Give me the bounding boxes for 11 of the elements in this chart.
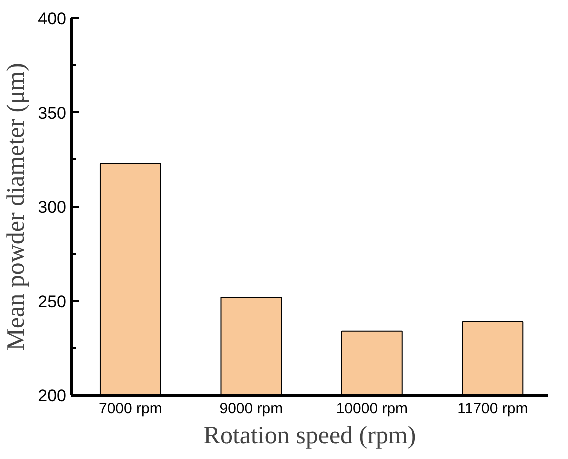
y-tick-label: 200 <box>38 386 67 406</box>
x-tick-label: 9000 rpm <box>220 400 284 418</box>
y-tick-label: 300 <box>38 198 67 217</box>
x-tick-label: 10000 rpm <box>336 400 408 418</box>
y-tick-label: 400 <box>38 10 67 28</box>
x-axis-title: Rotation speed (rpm) <box>204 422 416 450</box>
x-tick-label: 7000 rpm <box>98 400 162 418</box>
y-tick-label: 250 <box>38 292 67 312</box>
y-tick-label: 350 <box>38 104 67 123</box>
y-axis-title: Mean powder diameter (μm) <box>3 63 30 351</box>
x-tick-label: 11700 rpm <box>458 400 528 418</box>
